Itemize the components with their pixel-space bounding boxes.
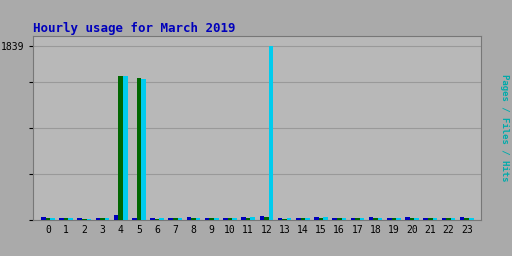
Bar [82, 219, 87, 220]
Bar [100, 218, 105, 220]
Bar [241, 217, 246, 220]
Bar [314, 217, 319, 220]
Bar [433, 218, 437, 220]
Bar [373, 218, 378, 220]
Bar [442, 218, 446, 220]
Bar [360, 218, 364, 220]
Bar [228, 218, 232, 220]
Bar [173, 218, 178, 220]
Bar [269, 46, 273, 220]
Bar [460, 217, 464, 220]
Bar [50, 218, 55, 220]
Bar [342, 218, 346, 220]
Bar [223, 218, 228, 220]
Bar [137, 78, 141, 220]
Bar [451, 218, 455, 220]
Bar [141, 79, 146, 220]
Bar [123, 77, 127, 220]
Bar [351, 218, 355, 220]
Text: Hourly usage for March 2019: Hourly usage for March 2019 [33, 22, 236, 35]
Bar [205, 218, 209, 220]
Bar [46, 218, 50, 220]
Bar [187, 217, 191, 220]
Bar [260, 216, 264, 220]
Bar [414, 218, 419, 220]
Bar [232, 218, 237, 220]
Bar [105, 218, 110, 220]
Bar [428, 218, 433, 220]
Bar [282, 219, 287, 220]
Bar [305, 218, 310, 220]
Bar [469, 218, 474, 220]
Bar [114, 215, 118, 220]
Bar [446, 218, 451, 220]
Bar [178, 218, 182, 220]
Bar [159, 218, 164, 220]
Bar [392, 218, 396, 220]
Bar [355, 218, 360, 220]
Bar [246, 218, 250, 220]
Bar [196, 218, 200, 220]
Bar [332, 218, 337, 220]
Bar [41, 217, 46, 220]
Bar [87, 219, 91, 220]
Bar [337, 218, 342, 220]
Bar [64, 218, 68, 220]
Bar [68, 218, 73, 220]
Bar [77, 218, 82, 220]
Bar [423, 218, 428, 220]
Bar [296, 218, 301, 220]
Bar [214, 218, 219, 220]
Bar [323, 217, 328, 220]
Bar [118, 76, 123, 220]
Bar [369, 217, 373, 220]
Bar [155, 219, 159, 220]
Bar [96, 218, 100, 220]
Bar [132, 218, 137, 220]
Bar [378, 218, 382, 220]
Bar [168, 218, 173, 220]
Text: Pages / Files / Hits: Pages / Files / Hits [500, 74, 509, 182]
Bar [191, 218, 196, 220]
Bar [278, 218, 282, 220]
Bar [264, 217, 269, 220]
Bar [387, 218, 392, 220]
Bar [410, 218, 414, 220]
Bar [464, 218, 469, 220]
Bar [287, 218, 291, 220]
Bar [301, 218, 305, 220]
Bar [319, 218, 323, 220]
Bar [396, 218, 401, 220]
Bar [405, 217, 410, 220]
Bar [209, 218, 214, 220]
Bar [250, 217, 255, 220]
Bar [59, 218, 64, 220]
Bar [151, 218, 155, 220]
